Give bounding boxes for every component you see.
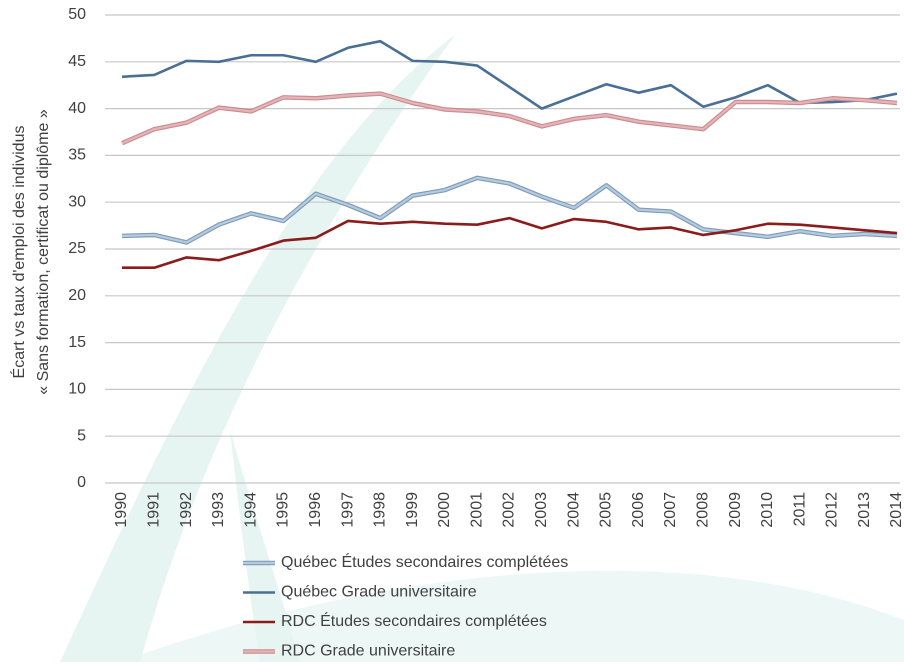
x-tick-label: 1994 xyxy=(242,492,259,528)
series-line xyxy=(121,176,898,244)
x-tick-label: 2001 xyxy=(468,492,485,528)
x-tick-label: 2008 xyxy=(694,492,711,528)
y-tick-label: 20 xyxy=(68,287,86,304)
x-tick-label: 2009 xyxy=(727,492,744,528)
legend-label: RDC Études secondaires complétées xyxy=(281,611,547,630)
x-tick-label: 2006 xyxy=(630,492,647,528)
x-tick-label: 2003 xyxy=(533,492,550,528)
y-tick-label: 25 xyxy=(68,240,86,257)
x-tick-label: 1999 xyxy=(404,492,421,528)
x-tick-label: 1991 xyxy=(146,492,163,528)
watermark xyxy=(60,35,904,662)
x-tick-label: 1998 xyxy=(372,492,389,528)
series-line-outline xyxy=(121,175,898,245)
x-tick-label: 2014 xyxy=(888,492,904,528)
y-tick-label: 50 xyxy=(68,6,86,23)
y-tick-label: 10 xyxy=(68,381,86,398)
x-tick-label: 2000 xyxy=(436,492,453,528)
y-tick-label: 45 xyxy=(68,53,86,70)
x-tick-label: 2007 xyxy=(662,492,679,528)
y-axis-label: Écart vs taux d'emploi des individus xyxy=(9,126,28,379)
legend-label: Québec Études secondaires complétées xyxy=(281,552,568,571)
x-tick-label: 2002 xyxy=(501,492,518,528)
y-tick-label: 0 xyxy=(77,474,86,491)
x-tick-label: 1995 xyxy=(275,492,292,528)
x-tick-label: 2012 xyxy=(824,492,841,528)
x-tick-label: 2010 xyxy=(759,492,776,528)
y-tick-label: 30 xyxy=(68,193,86,210)
y-tick-label: 40 xyxy=(68,100,86,117)
x-tick-label: 2013 xyxy=(856,492,873,528)
y-axis-label: « Sans formation, certificat ou diplôme … xyxy=(35,109,52,395)
y-tick-label: 35 xyxy=(68,147,86,164)
x-tick-label: 1996 xyxy=(307,492,324,528)
x-tick-label: 1997 xyxy=(339,492,356,528)
series-line xyxy=(121,39,898,110)
y-tick-label: 5 xyxy=(77,427,86,444)
legend-label: RDC Grade universitaire xyxy=(281,643,455,660)
y-tick-label: 15 xyxy=(68,334,86,351)
x-tick-label: 1992 xyxy=(178,492,195,528)
x-tick-label: 1990 xyxy=(113,492,130,528)
x-tick-label: 2005 xyxy=(598,492,615,528)
series-line-outline xyxy=(121,91,898,146)
legend-label: Québec Grade universitaire xyxy=(281,584,477,601)
x-tick-label: 2011 xyxy=(791,492,808,527)
x-tick-label: 2004 xyxy=(565,492,582,528)
series-line xyxy=(121,92,898,145)
series-line xyxy=(122,216,898,270)
x-tick-label: 1993 xyxy=(210,492,227,528)
